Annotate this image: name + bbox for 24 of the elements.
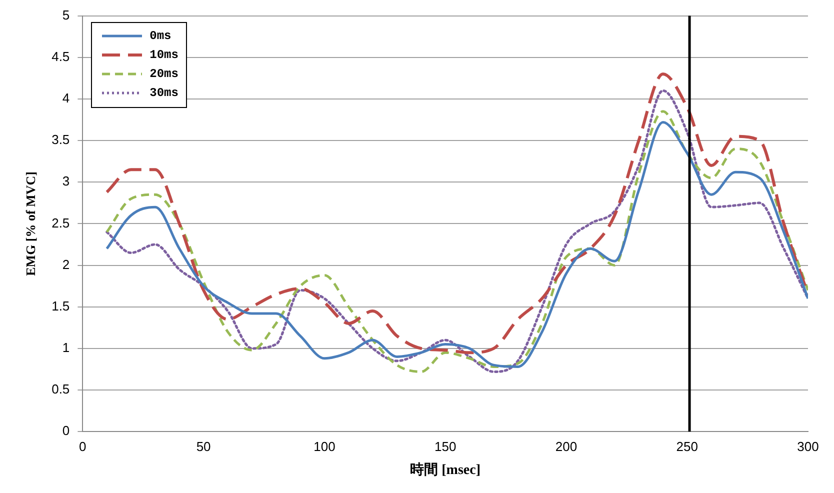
x-tick-label: 300	[797, 438, 819, 454]
legend-label: 30ms	[150, 86, 178, 100]
y-tick-label: 1.5	[52, 298, 70, 314]
x-tick-label: 250	[676, 438, 698, 454]
x-tick-label: 100	[314, 438, 336, 454]
y-tick-label: 0.5	[52, 382, 70, 397]
y-tick-label: 2.5	[52, 215, 70, 230]
y-tick-label: 1	[62, 340, 70, 356]
y-tick-label: 0	[62, 423, 70, 438]
y-tick-label: 4.5	[52, 48, 70, 64]
legend-label: 0ms	[150, 29, 172, 44]
y-tick-label: 5	[62, 7, 70, 22]
x-tick-label: 200	[555, 438, 578, 454]
x-tick-label: 0	[79, 438, 86, 454]
legend-label: 10ms	[150, 48, 178, 62]
legend-label: 20ms	[150, 67, 178, 82]
y-axis-title: EMG [% of MVC]	[23, 172, 38, 276]
x-axis-title: 時間 [msec]	[410, 462, 481, 478]
y-tick-label: 3.5	[52, 132, 70, 148]
y-tick-label: 3	[62, 174, 70, 189]
x-tick-label: 50	[196, 438, 211, 454]
y-tick-label: 2	[62, 256, 70, 272]
y-tick-label: 4	[62, 90, 70, 106]
x-tick-label: 150	[434, 438, 456, 454]
